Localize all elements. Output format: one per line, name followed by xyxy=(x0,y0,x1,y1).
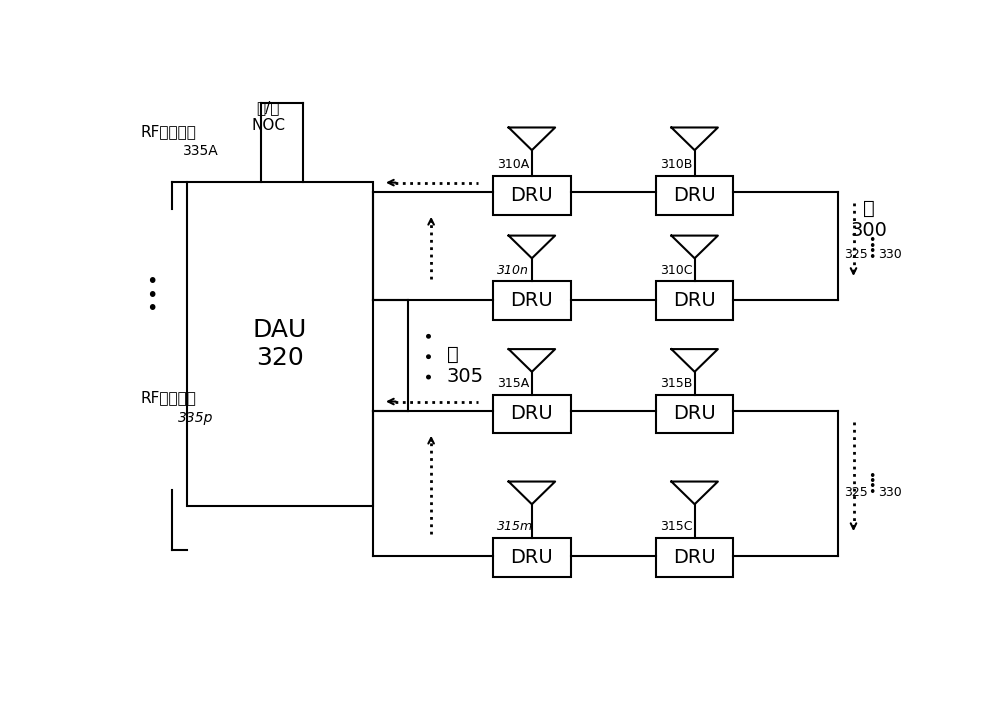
Text: 330: 330 xyxy=(878,248,902,261)
Text: 310n: 310n xyxy=(497,264,529,277)
Text: 310C: 310C xyxy=(660,264,692,277)
Text: •: • xyxy=(868,480,875,494)
Text: 315A: 315A xyxy=(497,377,529,390)
Text: RF输入端口: RF输入端口 xyxy=(140,124,196,139)
Text: DRU: DRU xyxy=(511,404,553,423)
Text: 335p: 335p xyxy=(178,411,213,425)
Text: DAU
320: DAU 320 xyxy=(253,318,307,369)
Text: 315C: 315C xyxy=(660,520,692,534)
Text: •: • xyxy=(146,299,158,318)
Text: 335A: 335A xyxy=(183,144,219,158)
Bar xyxy=(187,182,373,506)
Text: •: • xyxy=(868,240,875,253)
Text: 310A: 310A xyxy=(497,158,529,171)
Text: DRU: DRU xyxy=(673,404,716,423)
Text: DRU: DRU xyxy=(673,548,716,567)
Text: •: • xyxy=(868,234,875,248)
Text: DRU: DRU xyxy=(511,185,553,204)
Bar xyxy=(493,395,571,433)
Bar xyxy=(493,176,571,215)
Bar xyxy=(493,538,571,576)
Text: •: • xyxy=(868,251,875,264)
Text: 315B: 315B xyxy=(660,377,692,390)
Bar xyxy=(656,176,733,215)
Bar xyxy=(656,395,733,433)
Text: 330: 330 xyxy=(878,486,902,499)
Text: DRU: DRU xyxy=(673,185,716,204)
Text: •: • xyxy=(868,475,875,488)
Text: •: • xyxy=(146,286,158,305)
Text: DRU: DRU xyxy=(511,548,553,567)
Text: •: • xyxy=(146,272,158,291)
Text: 315m: 315m xyxy=(497,520,533,534)
Text: DRU: DRU xyxy=(511,291,553,310)
Text: 310B: 310B xyxy=(660,158,692,171)
Bar xyxy=(656,538,733,576)
Text: •: • xyxy=(868,470,875,483)
Text: •  •  •: • • • xyxy=(422,331,440,381)
Text: •: • xyxy=(868,486,875,499)
Text: 325: 325 xyxy=(844,486,868,499)
Text: 325: 325 xyxy=(844,248,868,261)
Bar xyxy=(656,281,733,320)
Text: 环
305: 环 305 xyxy=(447,345,484,386)
Text: DRU: DRU xyxy=(673,291,716,310)
Text: RF输入端口: RF输入端口 xyxy=(140,390,196,405)
Bar xyxy=(493,281,571,320)
Text: 环
300: 环 300 xyxy=(851,199,887,240)
Text: •: • xyxy=(868,245,875,258)
Text: 到/从
NOC: 到/从 NOC xyxy=(251,100,285,133)
